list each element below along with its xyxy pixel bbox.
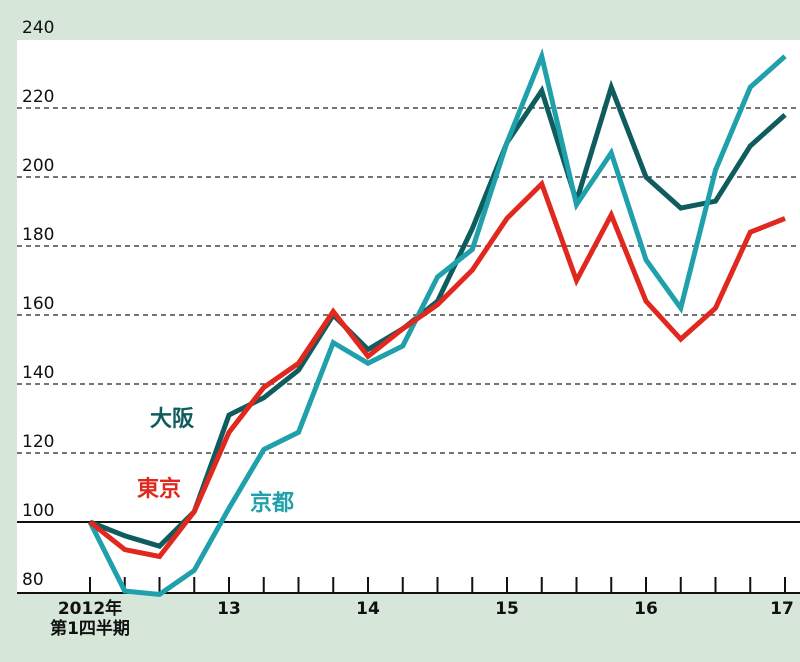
series-label-tokyo: 東京 <box>137 476 181 502</box>
y-axis-ticks: 80 100 120 140 160 180 200 220 240 <box>22 18 54 590</box>
y-tick-label-120: 120 <box>22 432 54 452</box>
x-tick-label-12-0: 15 <box>495 599 519 619</box>
x-tick-label-4-0: 13 <box>217 599 241 619</box>
series-lines <box>87 47 787 598</box>
y-tick-label-80: 80 <box>22 570 44 590</box>
x-tick-label-8-0: 14 <box>356 599 380 619</box>
y-tick-label-240: 240 <box>22 18 54 38</box>
y-tick-label-100: 100 <box>22 501 54 521</box>
y-tick-label-200: 200 <box>22 156 54 176</box>
x-tick-label-0-1: 第1四半期 <box>50 618 130 639</box>
series-line-2 <box>88 179 786 560</box>
y-tick-label-180: 180 <box>22 225 54 245</box>
plot-background <box>17 40 800 593</box>
y-tick-label-220: 220 <box>22 87 54 107</box>
x-tick-label-20-0: 17 <box>770 599 794 619</box>
series-label-kyoto: 京都 <box>250 490 294 516</box>
series-line-1 <box>87 47 787 598</box>
y-tick-label-160: 160 <box>22 294 54 314</box>
grid-lines <box>17 107 800 594</box>
y-tick-label-140: 140 <box>22 363 54 383</box>
x-tick-label-0-0: 2012年 <box>58 598 122 619</box>
series-label-osaka: 大阪 <box>150 407 194 432</box>
x-tick-label-16-0: 16 <box>634 599 658 619</box>
